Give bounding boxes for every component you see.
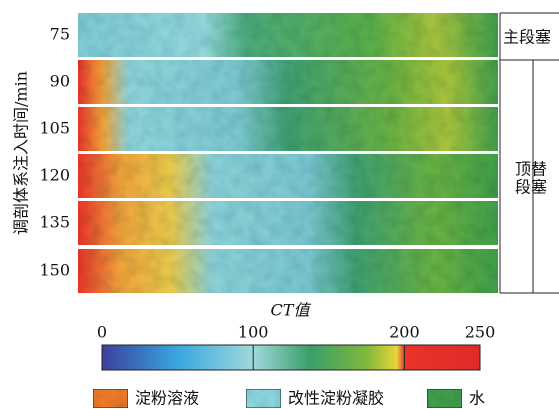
colorbar-tick-label: 200	[389, 323, 420, 342]
y-tick-label: 90	[50, 72, 70, 91]
panels	[78, 13, 498, 293]
y-axis-label: 调剖体系注入时间/min	[12, 71, 31, 235]
displacement-slug-label: 顶替	[515, 160, 547, 179]
legend-swatch	[92, 388, 129, 409]
y-tick-label: 105	[39, 119, 70, 138]
colorbar-tick-label: 0	[97, 323, 107, 342]
legend-label: 改性淀粉凝胶	[288, 389, 384, 408]
legend-swatch	[426, 388, 463, 409]
main-slug-label: 主段塞	[503, 28, 551, 47]
y-tick-label: 120	[39, 166, 70, 185]
legend-swatch	[245, 388, 282, 409]
ct-panel	[78, 154, 498, 198]
colorbar-tick-label: 250	[465, 323, 496, 342]
ct-panel	[78, 249, 498, 293]
ct-panel	[78, 107, 498, 151]
colorbar-title: CT值	[271, 301, 312, 320]
y-tick-label: 150	[39, 261, 70, 280]
ct-panel	[78, 201, 498, 245]
colorbar-tick-label: 100	[238, 323, 269, 342]
displacement-slug-label: 段塞	[515, 178, 547, 197]
ct-panel	[78, 13, 498, 57]
y-tick-label: 135	[39, 213, 70, 232]
colorbar	[101, 344, 481, 371]
legend-label: 淀粉溶液	[135, 389, 199, 408]
legend-label: 水	[469, 389, 485, 408]
slug-brackets	[499, 12, 559, 294]
ct-panel	[78, 60, 498, 104]
y-tick-label: 75	[50, 25, 70, 44]
